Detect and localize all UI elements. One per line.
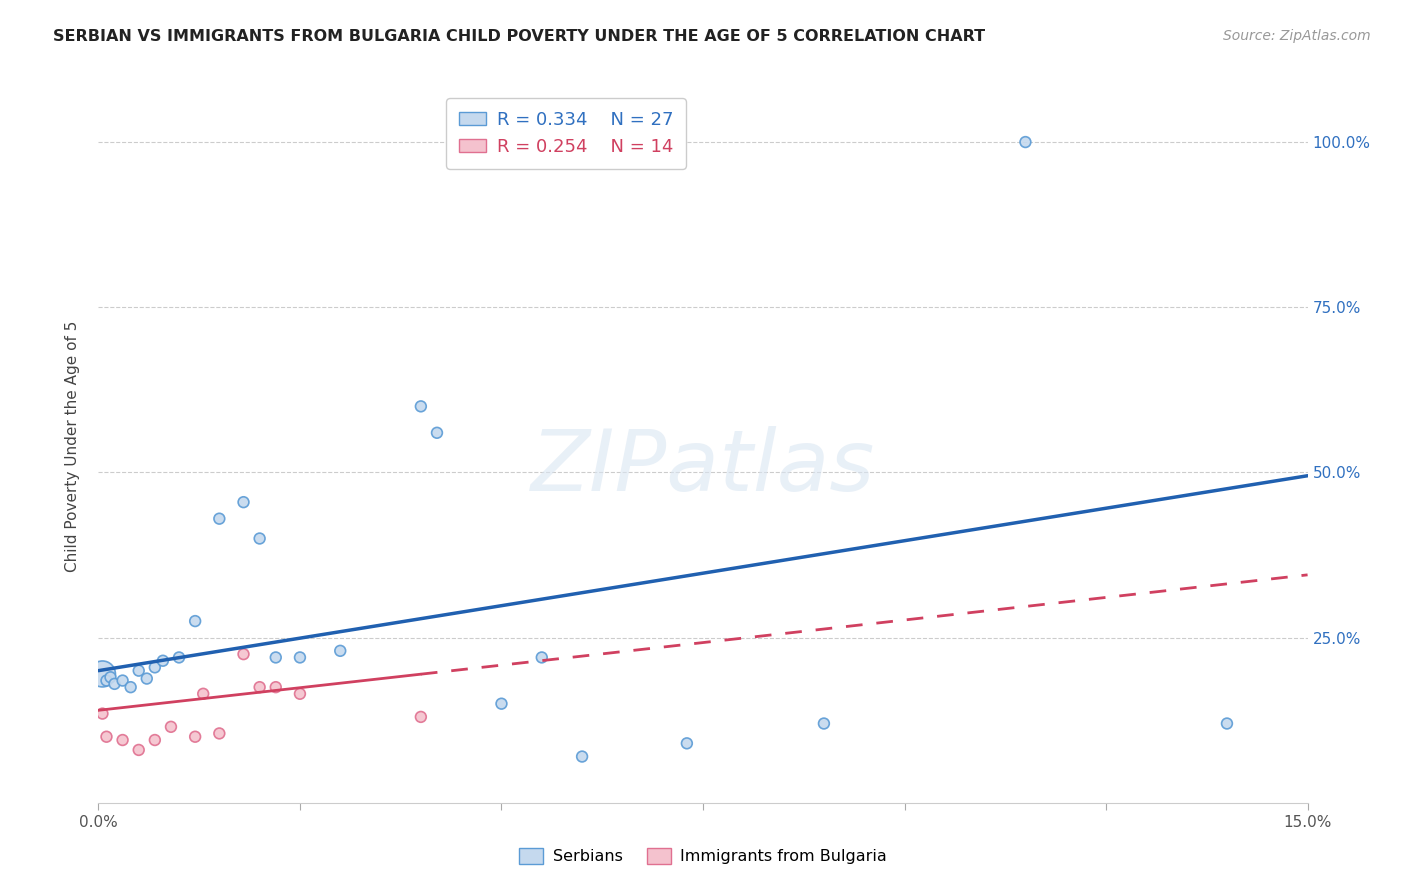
Point	[571, 749, 593, 764]
Point	[167, 650, 190, 665]
Text: Source: ZipAtlas.com: Source: ZipAtlas.com	[1223, 29, 1371, 43]
Text: ZIPatlas: ZIPatlas	[531, 425, 875, 509]
Point	[120, 680, 142, 694]
Point	[160, 720, 183, 734]
Point	[409, 710, 432, 724]
Point	[208, 726, 231, 740]
Point	[288, 687, 311, 701]
Point	[426, 425, 449, 440]
Point	[329, 644, 352, 658]
Legend: Serbians, Immigrants from Bulgaria: Serbians, Immigrants from Bulgaria	[513, 841, 893, 871]
Point	[91, 667, 114, 681]
Point	[249, 532, 271, 546]
Legend: R = 0.334    N = 27, R = 0.254    N = 14: R = 0.334 N = 27, R = 0.254 N = 14	[446, 98, 686, 169]
Point	[143, 733, 166, 747]
Point	[1014, 135, 1036, 149]
Point	[103, 677, 125, 691]
Point	[530, 650, 553, 665]
Text: SERBIAN VS IMMIGRANTS FROM BULGARIA CHILD POVERTY UNDER THE AGE OF 5 CORRELATION: SERBIAN VS IMMIGRANTS FROM BULGARIA CHIL…	[53, 29, 986, 44]
Point	[288, 650, 311, 665]
Point	[409, 400, 432, 414]
Point	[111, 733, 134, 747]
Point	[91, 706, 114, 721]
Point	[232, 647, 254, 661]
Point	[96, 730, 118, 744]
Point	[264, 680, 287, 694]
Point	[249, 680, 271, 694]
Point	[208, 511, 231, 525]
Point	[135, 672, 157, 686]
Point	[676, 736, 699, 750]
Point	[128, 664, 150, 678]
Point	[128, 743, 150, 757]
Point	[152, 654, 174, 668]
Point	[184, 730, 207, 744]
Point	[491, 697, 513, 711]
Point	[264, 650, 287, 665]
Y-axis label: Child Poverty Under the Age of 5: Child Poverty Under the Age of 5	[65, 320, 80, 572]
Point	[193, 687, 215, 701]
Point	[1216, 716, 1239, 731]
Point	[111, 673, 134, 688]
Point	[143, 660, 166, 674]
Point	[96, 673, 118, 688]
Point	[100, 670, 122, 684]
Point	[813, 716, 835, 731]
Point	[232, 495, 254, 509]
Point	[184, 614, 207, 628]
